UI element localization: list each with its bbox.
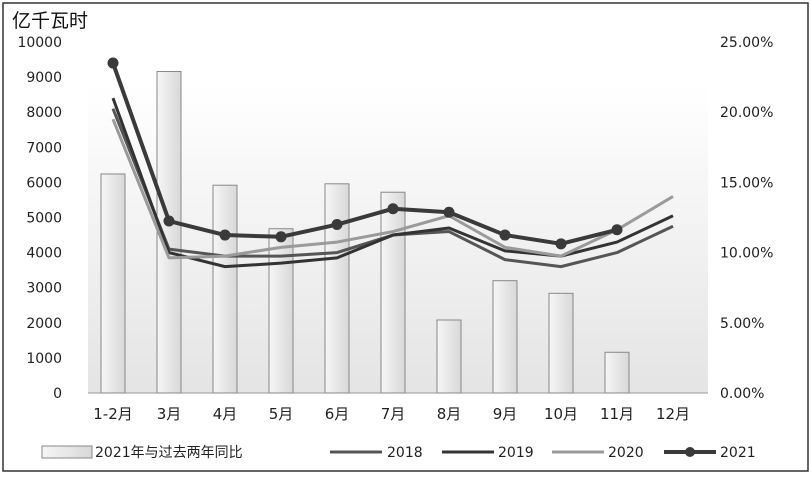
x-tick-label: 11月 [600,405,634,423]
bar-1 [100,173,126,394]
marker-2021-1 [107,57,119,69]
x-tick-label: 9月 [493,405,518,423]
bar-5 [324,183,350,394]
line-series-group [107,57,674,269]
bar-4 [268,228,294,394]
legend-label-2019: 2019 [498,445,534,461]
right-tick-label: 0.00% [720,386,764,402]
marker-2021-4 [275,231,287,243]
right-tick-label: 25.00% [720,35,773,51]
marker-2021-3 [219,229,231,241]
left-tick-label: 6000 [26,175,62,191]
left-tick-label: 3000 [26,281,62,297]
left-tick-label: 0 [53,386,62,402]
legend-bar-swatch [41,445,93,459]
x-tick-label: 12月 [656,405,690,423]
series-line-2019 [111,97,674,269]
marker-2021-6 [387,203,399,215]
marker-2021-8 [499,229,511,241]
left-tick-label: 9000 [26,70,62,86]
x-tick-label: 8月 [437,405,462,423]
x-tick-label: 4月 [213,405,238,423]
left-axis-ticks: 0 1000 2000 3000 4000 5000 6000 7000 8000 9000 100… [17,35,62,402]
bar-6 [380,191,406,394]
left-tick-label: 2000 [26,316,62,332]
left-tick-label: 1000 [26,351,62,367]
x-tick-label: 1-2月 [93,405,133,423]
x-tick-label: 10月 [544,405,578,423]
right-axis-ticks: 0.00% 5.00% 10.00% 15.00% 20.00% 25.00% [720,35,773,402]
legend-label-bar: 2021年与过去两年同比 [95,445,243,461]
x-tick-label: 3月 [157,405,182,423]
x-axis-ticks: 1-2月 3月 4月 5月 6月 7月 8月 9月 10月 11月 12月 [93,405,690,423]
legend-marker-2021 [685,447,695,457]
marker-2021-9 [555,238,567,250]
left-tick-label: 4000 [26,246,62,262]
x-tick-label: 6月 [325,405,350,423]
legend-item-2018: 2018 [330,445,423,461]
legend-item-2021: 2021 [664,445,756,461]
bar-9 [548,292,574,394]
legend-item-2019: 2019 [442,445,534,461]
right-tick-label: 5.00% [720,316,764,332]
bar-10 [604,351,630,394]
right-tick-label: 20.00% [720,105,773,121]
left-tick-label: 7000 [26,140,62,156]
legend-label-2018: 2018 [387,445,423,461]
series-line-2020 [111,118,674,260]
left-tick-label: 5000 [26,211,62,227]
marker-2021-10 [611,224,623,236]
marker-2021-7 [443,206,455,218]
bar-8 [492,280,518,394]
legend-item-bar: 2021年与过去两年同比 [41,445,243,461]
bar-7 [436,319,462,394]
marker-2021-2 [163,215,175,227]
legend: 2021年与过去两年同比 2018 2019 2020 2021 [41,445,756,461]
legend-label-2020: 2020 [608,445,644,461]
legend-item-2020: 2020 [552,445,644,461]
bar-series-group [100,70,630,394]
marker-2021-5 [331,219,343,231]
right-tick-label: 15.00% [720,175,773,191]
bar-3 [212,184,238,394]
left-tick-label: 8000 [26,105,62,121]
x-tick-label: 5月 [269,405,294,423]
series-line-2021 [111,62,618,246]
x-tick-label: 7月 [381,405,406,423]
left-tick-label: 10000 [17,35,62,51]
left-axis-unit: 亿千瓦时 [12,10,88,32]
right-tick-label: 10.00% [720,246,773,262]
legend-label-2021: 2021 [720,445,756,461]
